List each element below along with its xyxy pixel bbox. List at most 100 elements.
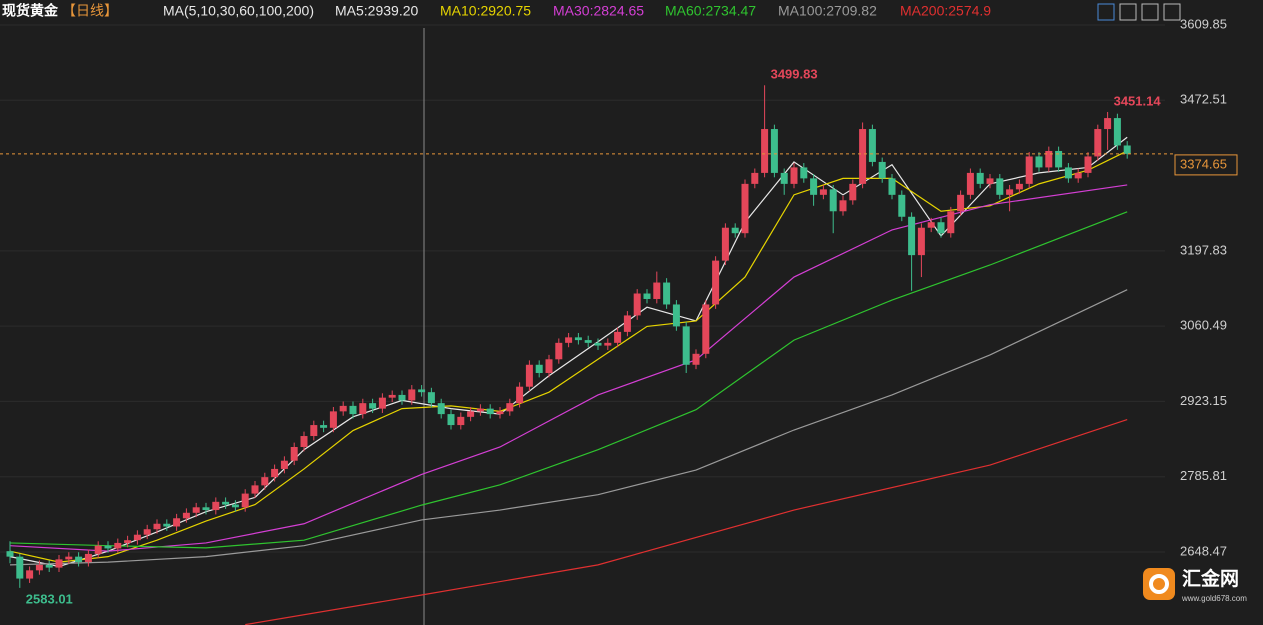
ma-line (9, 150, 1128, 563)
candle-body (594, 342, 602, 346)
candle-body (790, 167, 798, 184)
candle-body (535, 364, 543, 373)
candle-body (751, 172, 759, 184)
y-tick-label: 3472.51 (1180, 92, 1227, 107)
candle-body (1015, 183, 1023, 190)
candle-body (1064, 167, 1072, 179)
candle-body (300, 436, 308, 448)
candle-body (966, 172, 974, 195)
y-tick-label: 2648.47 (1180, 543, 1227, 558)
candle-body (702, 304, 710, 354)
candle-body (1113, 118, 1121, 146)
candle-body (859, 129, 867, 184)
extreme-label: 2583.01 (26, 591, 73, 606)
candle-body (761, 129, 769, 173)
candle-body (731, 227, 739, 234)
candle-body (898, 194, 906, 217)
candle-body (917, 227, 925, 256)
y-tick-label: 3609.85 (1180, 16, 1227, 31)
candle-body (280, 460, 288, 469)
candle-body (26, 570, 34, 579)
price-box (1174, 154, 1238, 176)
title: 现货黄金 (2, 3, 59, 19)
tool-icon[interactable] (1163, 3, 1181, 21)
candle-body (231, 504, 239, 508)
candle-body (780, 172, 788, 184)
candle-body (222, 501, 230, 505)
candle-body (996, 178, 1004, 195)
candle-body (6, 551, 14, 557)
candle-body (633, 293, 641, 316)
candle-body (114, 542, 122, 549)
candle-body (957, 194, 965, 212)
candle-body (94, 545, 102, 554)
candle-body (800, 167, 808, 179)
candle-body (153, 523, 161, 530)
candle-body (418, 389, 426, 393)
legend-entry: MA60:2734.47 (665, 3, 756, 19)
ma-line (9, 289, 1128, 566)
candle-body (369, 403, 377, 409)
candle-body (163, 523, 171, 527)
candle-body (339, 405, 347, 412)
logo-mark (1149, 574, 1169, 594)
candle-body (819, 189, 827, 195)
candle-body (192, 507, 200, 513)
candle-body (16, 556, 24, 579)
candle-body (55, 559, 63, 568)
tool-icon[interactable] (1119, 3, 1137, 21)
y-tick-label: 2785.81 (1180, 468, 1227, 483)
legend-entry: MA10:2920.75 (440, 3, 531, 19)
legend-entry: MA30:2824.65 (553, 3, 644, 19)
candle-body (1045, 150, 1053, 168)
candle-body (908, 216, 916, 256)
candle-body (359, 403, 367, 415)
y-tick-label: 3060.49 (1180, 318, 1227, 333)
candle-body (721, 227, 729, 261)
candle-body (1025, 156, 1033, 184)
candle-body (182, 512, 190, 519)
candle-body (555, 342, 563, 360)
candle-body (927, 222, 935, 228)
candle-body (623, 315, 631, 332)
candle-body (271, 468, 279, 478)
candle-body (45, 564, 53, 568)
candle-body (261, 477, 269, 486)
candle-body (1074, 172, 1082, 179)
candle-body (75, 556, 83, 563)
candle-body (447, 414, 455, 426)
candle-body (124, 540, 132, 543)
candle-body (35, 564, 43, 571)
candle-body (202, 507, 210, 511)
candle-body (888, 178, 896, 195)
candle-body (712, 260, 720, 305)
candle-body (937, 222, 945, 234)
candle-body (173, 518, 181, 527)
candle-body (810, 178, 818, 195)
candle-body (408, 389, 416, 401)
logo (1143, 568, 1175, 600)
candle-body (427, 392, 435, 404)
candle-body (1084, 156, 1092, 173)
tool-icon[interactable] (1097, 3, 1115, 21)
candle-body (1104, 118, 1112, 130)
candle-body (143, 529, 151, 535)
candle-body (349, 405, 357, 415)
tool-icon[interactable] (1141, 3, 1159, 21)
legend-entry: MA100:2709.82 (778, 3, 877, 19)
candle-body (290, 447, 298, 461)
candle-body (878, 161, 886, 179)
extreme-label: 3451.14 (1114, 93, 1162, 108)
y-tick-label: 3197.83 (1180, 242, 1227, 257)
candle-body (976, 172, 984, 184)
header: 现货黄金 【日线】 MA(5,10,30,60,100,200) MA5:2939.2… (0, 0, 1090, 24)
candle-body (516, 386, 524, 404)
candle-body (467, 411, 475, 417)
candle-body (251, 485, 259, 494)
candle-body (692, 353, 700, 365)
candle-body (829, 189, 837, 212)
candle-body (565, 337, 573, 343)
candle-body (329, 411, 337, 428)
plot: 3499.83 3451.14 2583.01 3374.65 (0, 67, 1238, 625)
